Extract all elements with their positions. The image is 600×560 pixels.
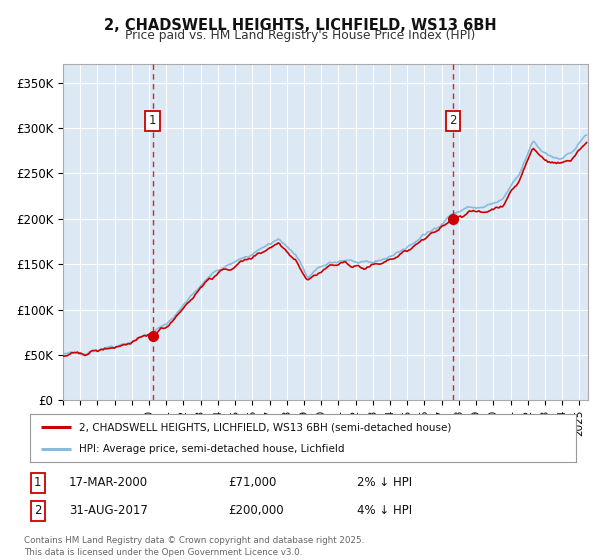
Text: 4% ↓ HPI: 4% ↓ HPI: [357, 504, 412, 517]
Text: £71,000: £71,000: [228, 476, 277, 489]
Text: Contains HM Land Registry data © Crown copyright and database right 2025.
This d: Contains HM Land Registry data © Crown c…: [24, 536, 364, 557]
Text: 2% ↓ HPI: 2% ↓ HPI: [357, 476, 412, 489]
Text: 2: 2: [449, 114, 457, 127]
Text: Price paid vs. HM Land Registry's House Price Index (HPI): Price paid vs. HM Land Registry's House …: [125, 29, 475, 42]
Text: HPI: Average price, semi-detached house, Lichfield: HPI: Average price, semi-detached house,…: [79, 444, 344, 454]
Text: 2: 2: [34, 504, 41, 517]
Text: 31-AUG-2017: 31-AUG-2017: [69, 504, 148, 517]
Text: 1: 1: [149, 114, 157, 127]
Text: £200,000: £200,000: [228, 504, 284, 517]
Text: 2, CHADSWELL HEIGHTS, LICHFIELD, WS13 6BH (semi-detached house): 2, CHADSWELL HEIGHTS, LICHFIELD, WS13 6B…: [79, 422, 452, 432]
Text: 17-MAR-2000: 17-MAR-2000: [69, 476, 148, 489]
Text: 1: 1: [34, 476, 41, 489]
Text: 2, CHADSWELL HEIGHTS, LICHFIELD, WS13 6BH: 2, CHADSWELL HEIGHTS, LICHFIELD, WS13 6B…: [104, 18, 496, 33]
